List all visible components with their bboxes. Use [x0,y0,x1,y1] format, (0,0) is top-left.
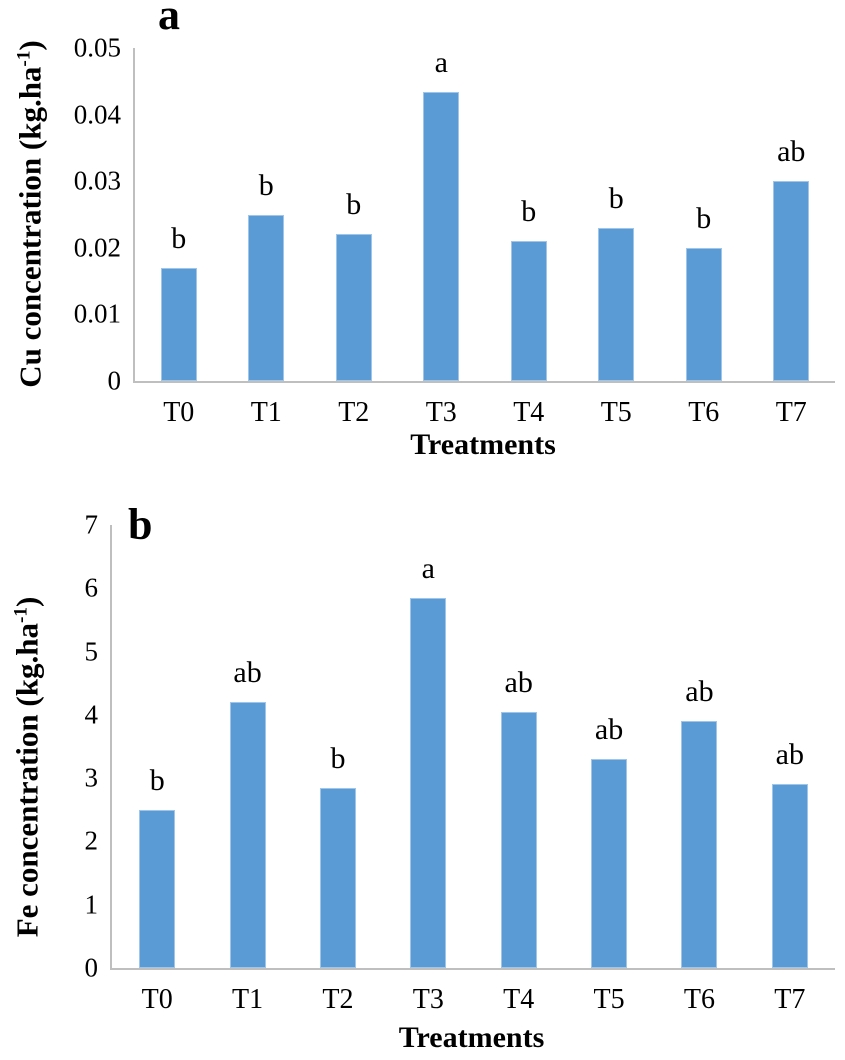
bar-t7 [771,784,808,968]
y-tick-label: 0.03 [73,165,121,196]
bar-slot: b [310,48,398,381]
x-tick-label: T2 [322,984,354,1015]
bar-t2 [319,787,356,968]
x-tick-label: T3 [425,397,457,428]
panel-a-x-axis-title: Treatments [410,428,556,461]
bar-t3 [423,92,460,381]
bar-t4 [500,711,537,968]
y-tick-label: 0.01 [73,298,121,329]
panel-b-y-axis-title-superscript: -1 [10,607,32,624]
x-tick-label: T5 [593,984,625,1015]
panel-b-bars: b ab b a ab ab ab ab [112,525,835,968]
significance-letter: ab [233,656,262,690]
bar-slot: ab [745,525,835,968]
x-tick-label: T4 [503,984,535,1015]
y-tick-label: 1 [84,889,99,920]
bar-slot: ab [748,48,836,381]
y-tick-label: 7 [84,509,99,540]
significance-letter: b [171,221,187,255]
bar-slot: ab [474,525,564,968]
panel-a-bars: b b b a b b b ab [135,48,835,381]
panel-a-letter: a [158,0,180,39]
bar-t5 [598,227,635,381]
bar-slot: b [660,48,748,381]
x-tick-label: T1 [250,397,282,428]
significance-letter: b [258,168,274,202]
bar-t3 [410,597,447,968]
bar-slot: a [383,525,473,968]
bar-t0 [160,267,197,381]
x-tick-label: T6 [683,984,715,1015]
x-tick-label: T0 [163,397,195,428]
bar-t1 [248,214,285,381]
panel-a-plot-area: 0 0.01 0.02 0.03 0.04 0.05 b b b a b b b ab T0 T1 T2 T3… [74,34,835,427]
bar-slot: b [223,48,311,381]
bar-t0 [139,809,176,968]
significance-letter: b [608,181,624,215]
significance-letter: ab [775,738,804,772]
significance-letter: b [346,188,362,222]
significance-letter: ab [594,713,624,747]
bar-slot: b [573,48,661,381]
y-tick-label: 0 [107,365,122,396]
significance-letter: b [149,763,165,797]
panel-b-plot-area: 0 1 2 3 4 5 6 7 b ab b a ab ab ab ab T0 T1 T2 T3 T4 T5 T6 T7 [85,511,835,1014]
bar-slot: ab [654,525,744,968]
significance-letter: b [330,741,346,775]
bar-slot: ab [202,525,292,968]
panel-a-y-axis-title: Cu concentration (kg.ha-1) [13,40,48,388]
x-tick-label: T6 [688,397,720,428]
y-tick-label: 6 [84,572,99,603]
significance-letter: a [434,46,448,79]
bar-slot: a [398,48,486,381]
x-tick-label: T1 [232,984,264,1015]
x-tick-label: T5 [600,397,632,428]
bar-slot: ab [564,525,654,968]
y-tick-label: 5 [84,636,99,667]
significance-letter: a [421,551,435,585]
y-tick-label: 0.02 [73,232,121,263]
bar-slot: b [112,525,202,968]
y-tick-label: 3 [84,762,99,793]
bar-t1 [229,702,266,968]
panel-a-x-axis-labels: T0 T1 T2 T3 T4 T5 T6 T7 [135,381,835,427]
x-tick-label: T0 [141,984,173,1015]
x-tick-label: T4 [513,397,545,428]
bar-slot: b [135,48,223,381]
bar-slot: b [485,48,573,381]
y-tick-label: 2 [84,825,99,856]
panel-b-x-axis-labels: T0 T1 T2 T3 T4 T5 T6 T7 [112,968,835,1014]
bar-t4 [510,241,547,381]
significance-letter: b [696,201,712,235]
y-tick-label: 0.05 [73,32,121,63]
significance-letter: ab [685,675,714,709]
y-tick-label: 0.04 [73,99,121,130]
bar-t7 [773,181,810,381]
bar-t6 [685,247,722,381]
significance-letter: ab [504,665,533,699]
panel-a-y-axis-title-superscript: -1 [13,50,35,67]
x-tick-label: T2 [338,397,370,428]
y-tick-label: 4 [84,699,99,730]
bar-slot: b [293,525,383,968]
x-tick-label: T7 [774,984,806,1015]
y-tick-label: 0 [84,952,99,983]
significance-letter: ab [777,135,806,169]
bar-t5 [591,759,628,968]
significance-letter: b [521,195,537,229]
bar-t2 [335,234,372,381]
x-tick-label: T7 [775,397,807,428]
x-tick-label: T3 [412,984,444,1015]
bar-t6 [681,721,718,968]
panel-b-x-axis-title: Treatments [398,1021,545,1054]
